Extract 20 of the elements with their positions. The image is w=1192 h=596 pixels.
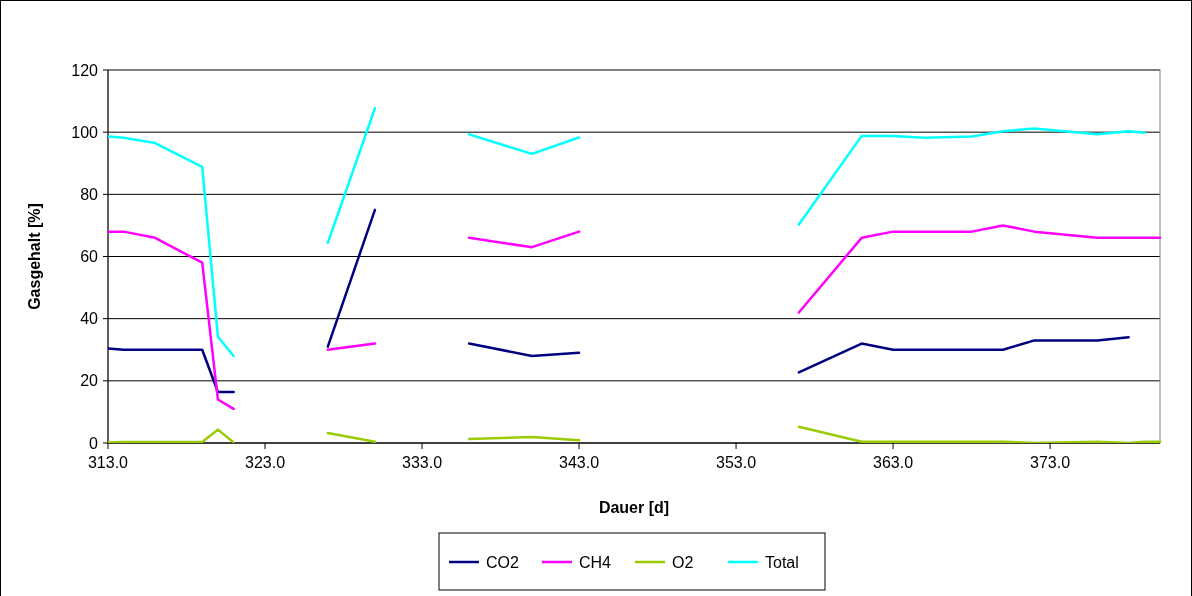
legend-label: CH4 — [579, 553, 612, 571]
x-tick-label: 313.0 — [87, 454, 129, 471]
x-tick-label: 343.0 — [559, 454, 600, 471]
y-tick-label: 0 — [89, 434, 99, 452]
x-tick-label: 333.0 — [402, 454, 443, 471]
x-axis-title: Dauer [d] — [598, 499, 670, 516]
legend-label: Total — [765, 553, 799, 571]
y-tick-label: 120 — [71, 61, 99, 79]
y-axis-title: Gasgehalt [%] — [26, 203, 43, 310]
y-tick-label: 60 — [80, 248, 99, 266]
x-tick-label: 353.0 — [716, 454, 757, 471]
x-tick-label: 323.0 — [244, 454, 286, 471]
legend-label: O2 — [672, 553, 694, 571]
y-tick-label: 20 — [80, 372, 99, 390]
x-tick-label: 363.0 — [873, 454, 914, 471]
y-tick-label: 40 — [80, 310, 99, 328]
y-tick-label: 80 — [80, 185, 99, 203]
x-tick-label: 373.0 — [1030, 454, 1071, 471]
y-tick-label: 100 — [71, 123, 99, 141]
legend-label: CO2 — [486, 553, 519, 571]
